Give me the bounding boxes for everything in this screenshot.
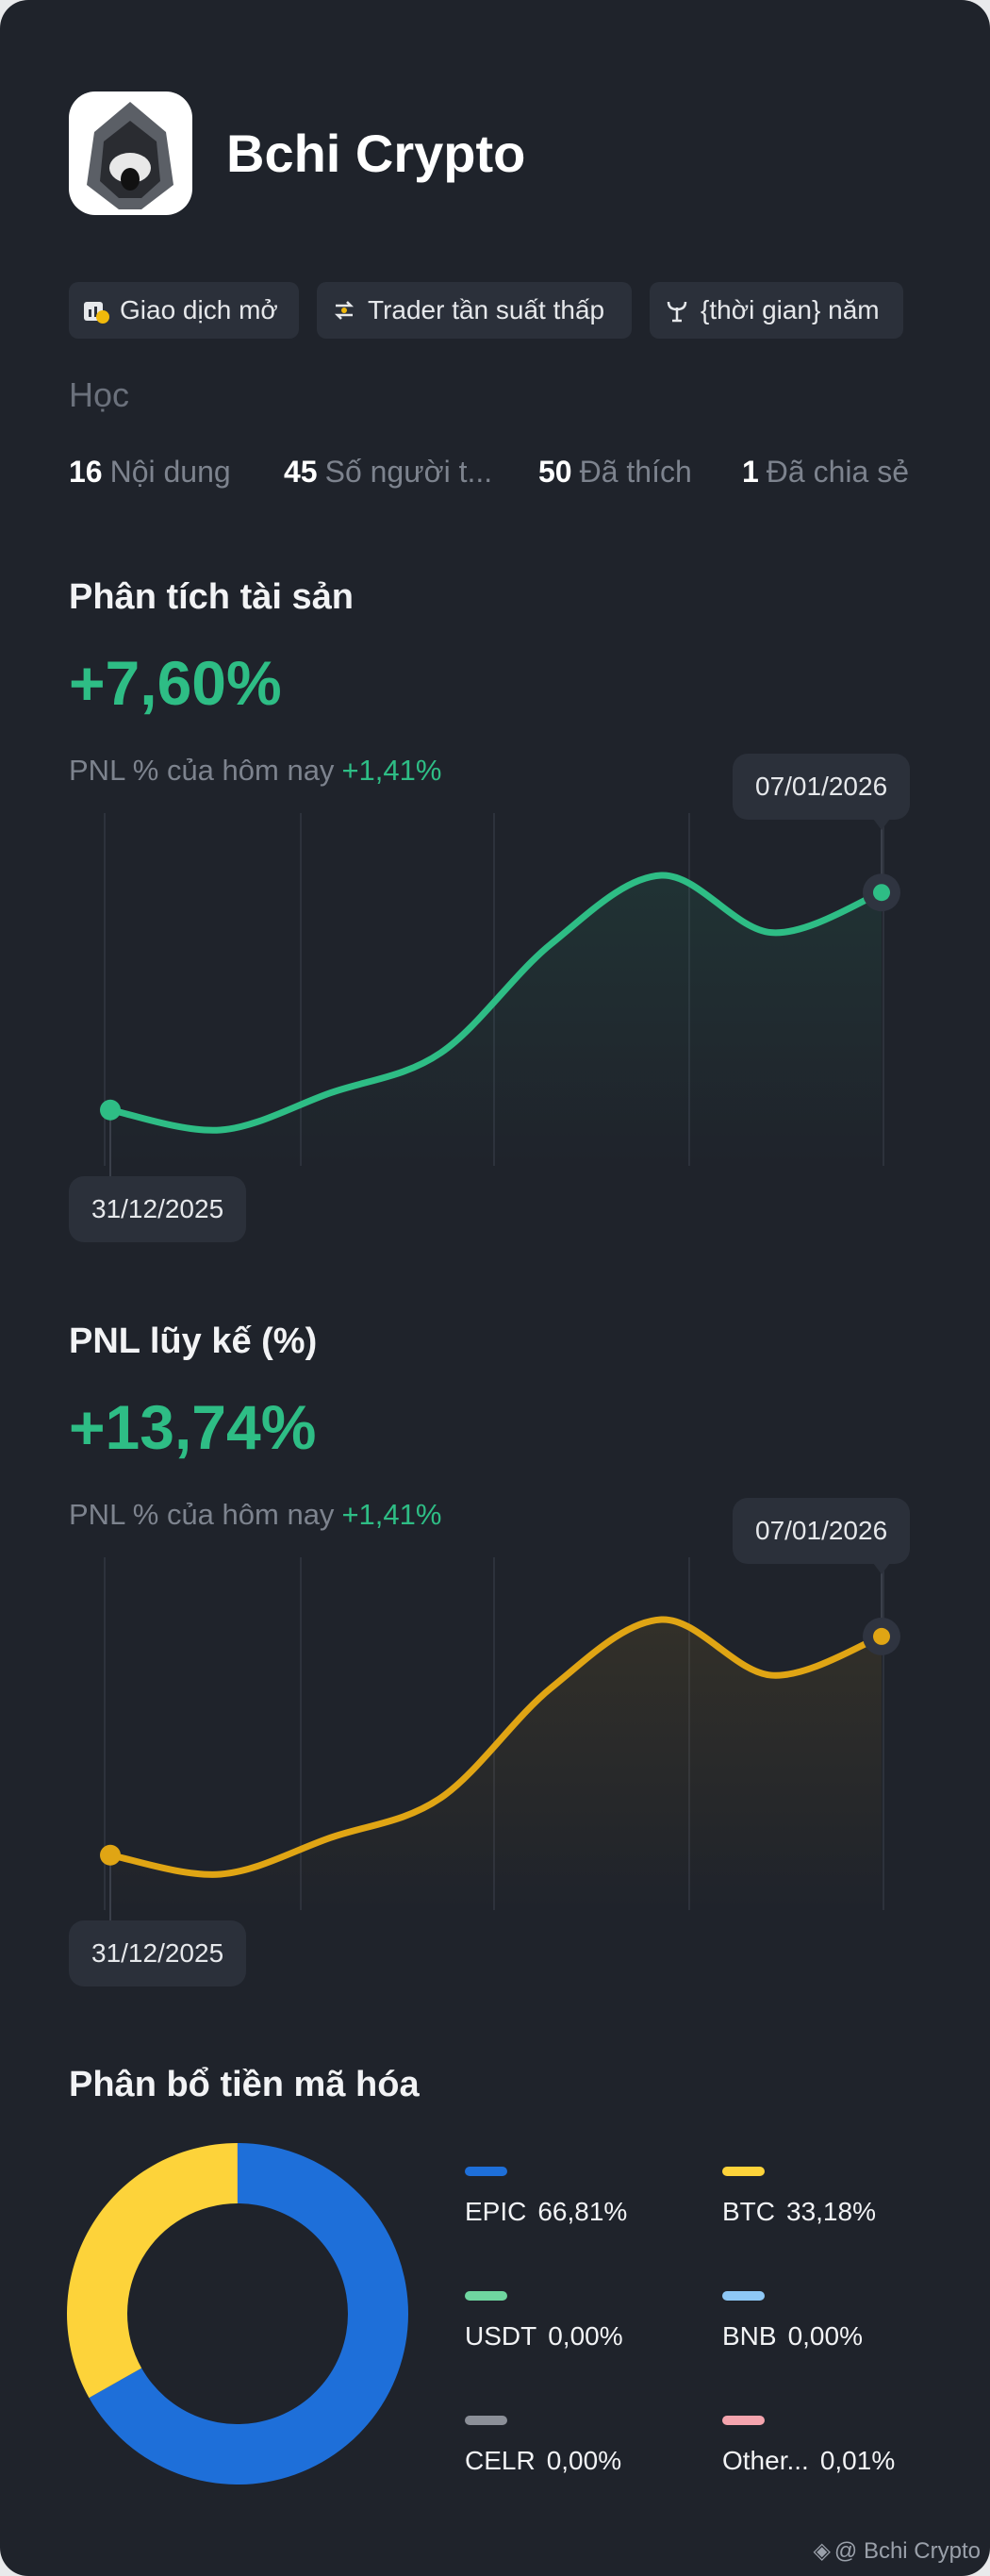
legend-value: 0,00%	[546, 2446, 622, 2475]
subtitle-value: +1,41%	[341, 1498, 442, 1531]
stat-value: 1	[742, 455, 759, 489]
end-point	[873, 1627, 890, 1645]
end-point	[873, 884, 890, 902]
stat-label: Đã thích	[579, 455, 692, 489]
legend-item: USDT 0,00%	[465, 2291, 623, 2352]
headline: +13,74%	[69, 1392, 317, 1462]
tag-icon	[667, 301, 687, 323]
stat-label: Số người t...	[324, 455, 493, 489]
chart-title: Phân bổ tiền mã hóa	[69, 2065, 420, 2104]
legend-item: BTC 33,18%	[722, 2167, 876, 2227]
tag[interactable]: Trader tần suất thấp	[317, 282, 632, 339]
area	[110, 1619, 882, 1910]
subtitle-label: PNL % của hôm nay	[69, 1498, 335, 1531]
stat-value: 16	[69, 455, 103, 489]
legend-swatch	[465, 2291, 507, 2301]
headline: +7,60%	[69, 648, 282, 718]
logo	[69, 91, 192, 215]
legend-value: 66,81%	[537, 2197, 628, 2226]
legend-swatch	[722, 2416, 765, 2425]
stat: 45 Số người t...	[284, 455, 492, 490]
legend-label: BTC	[722, 2197, 775, 2226]
legend-swatch	[722, 2291, 765, 2301]
subtitle-label: PNL % của hôm nay	[69, 754, 335, 787]
start-point	[100, 1844, 121, 1866]
legend-item: CELR 0,00%	[465, 2416, 621, 2476]
legend-swatch	[722, 2167, 765, 2176]
chart-title: Phân tích tài sản	[69, 577, 354, 617]
legend-value: 0,00%	[787, 2321, 863, 2351]
legend-value: 0,00%	[548, 2321, 623, 2351]
legend-swatch	[465, 2167, 507, 2176]
donut-segment	[89, 2143, 408, 2485]
tag[interactable]: Giao dịch mở	[69, 282, 299, 339]
subtitle-value: +1,41%	[341, 754, 442, 787]
tag[interactable]: {thời gian} năm	[650, 282, 903, 339]
stat-label: Nội dung	[109, 455, 231, 489]
tag-icon	[334, 301, 355, 320]
stat-value: 50	[538, 455, 572, 489]
legend-value: 0,01%	[819, 2446, 896, 2475]
stat: 1 Đã chia sẻ	[742, 455, 909, 490]
start-date: 31/12/2025	[69, 1920, 247, 1986]
end-date: 07/01/2026	[733, 1498, 911, 1564]
start-date: 31/12/2025	[69, 1176, 247, 1242]
legend-label: BNB	[722, 2321, 777, 2351]
title: Bchi Crypto	[226, 124, 526, 183]
legend-item: BNB 0,00%	[722, 2291, 863, 2352]
legend-value: 33,18%	[786, 2197, 876, 2226]
legend-item: EPIC 66,81%	[465, 2167, 627, 2227]
tag-text: Giao dịch mở	[120, 295, 278, 324]
legend-swatch	[465, 2416, 507, 2425]
legend-item: Other... 0,01%	[722, 2416, 895, 2476]
footer: ◈ @ Bchi Crypto	[813, 2538, 981, 2564]
start-point	[100, 1099, 121, 1121]
chart-title: PNL lũy kế (%)	[69, 1321, 318, 1361]
legend-label: Other...	[722, 2446, 809, 2475]
line	[107, 1616, 885, 1878]
tag-icon	[84, 302, 109, 324]
area	[110, 874, 882, 1166]
end-date: 07/01/2026	[733, 754, 911, 820]
donut-segment	[66, 2143, 238, 2399]
tag-text: Trader tần suất thấp	[368, 295, 605, 324]
subtitle: PNL % của hôm nay +1,41%	[69, 1498, 441, 1532]
bubble-arrow	[873, 819, 890, 830]
bubble-arrow	[873, 1563, 890, 1574]
legend-label: EPIC	[465, 2197, 527, 2226]
stat-value: 45	[284, 455, 318, 489]
tag-text: {thời gian} năm	[701, 295, 880, 324]
legend-label: CELR	[465, 2446, 536, 2475]
stat: 16 Nội dung	[69, 455, 231, 490]
legend-label: USDT	[465, 2321, 537, 2351]
stat-label: Đã chia sẻ	[766, 455, 909, 489]
section-label: Học	[69, 375, 130, 414]
stat: 50 Đã thích	[538, 455, 692, 490]
subtitle: PNL % của hôm nay +1,41%	[69, 754, 441, 788]
line	[107, 872, 885, 1134]
footer-text: @ Bchi Crypto	[833, 2538, 981, 2564]
